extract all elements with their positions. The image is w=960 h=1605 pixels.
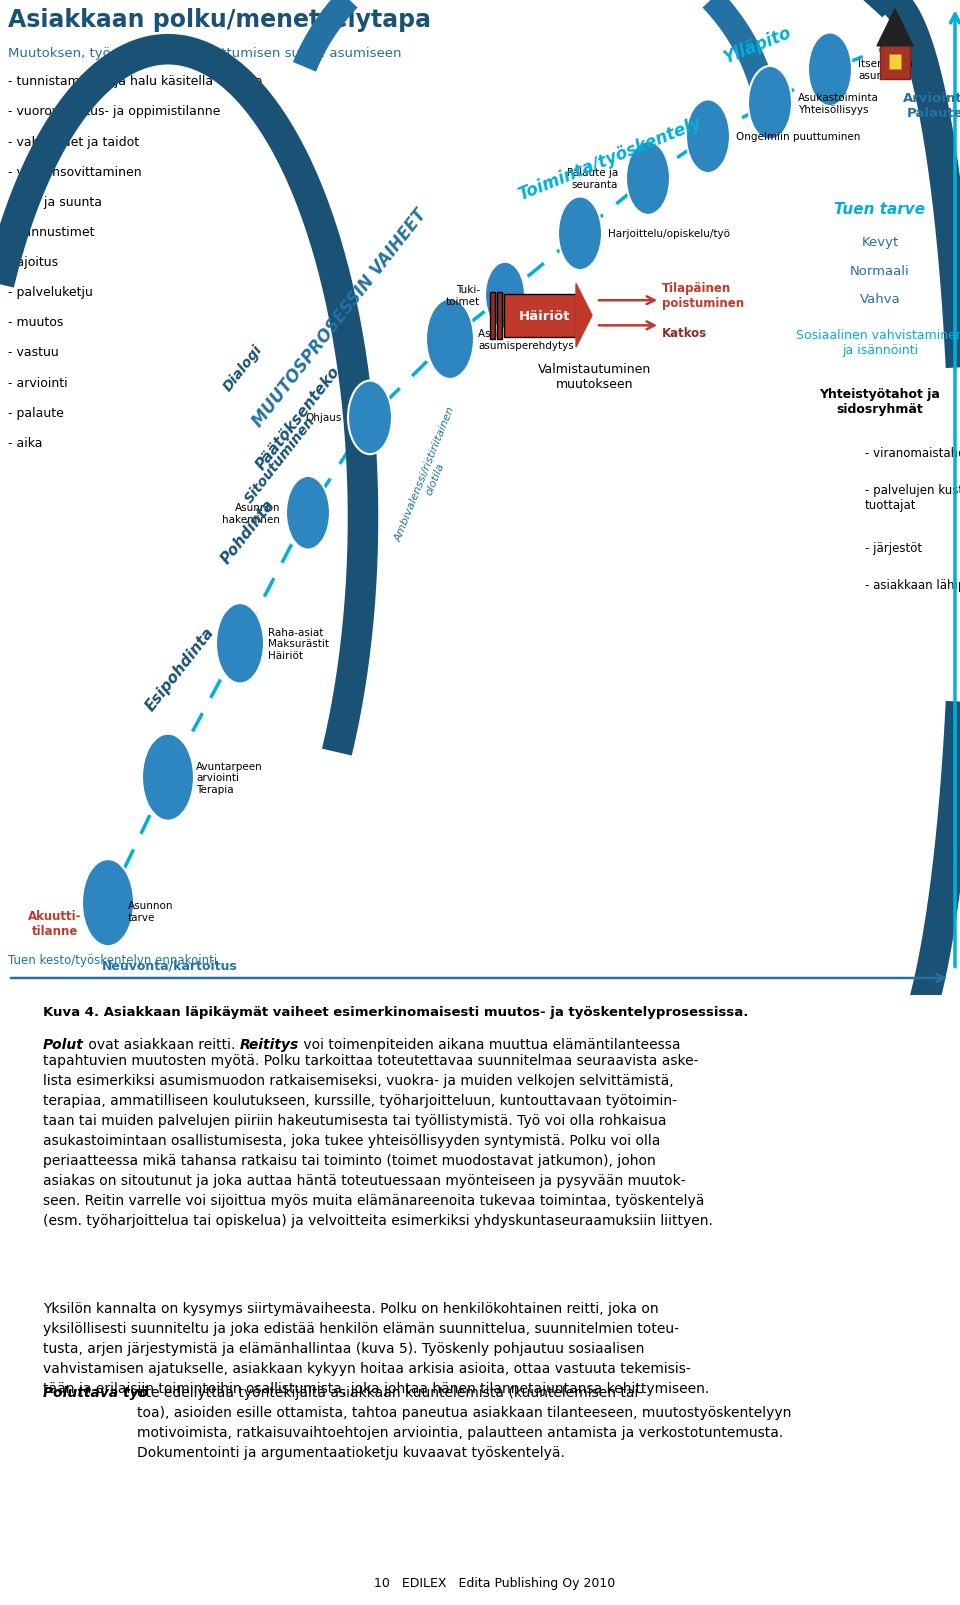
Text: Asiakkaan polku/menettelytapa: Asiakkaan polku/menettelytapa xyxy=(8,8,431,32)
Text: - muutos: - muutos xyxy=(8,316,63,329)
Text: Avuntarpeen
arviointi
Terapia: Avuntarpeen arviointi Terapia xyxy=(196,761,263,794)
FancyBboxPatch shape xyxy=(889,55,901,71)
Text: voi toimenpiteiden aikana muuttua elämäntilanteessa: voi toimenpiteiden aikana muuttua elämän… xyxy=(300,1037,681,1051)
Text: ovat asiakkaan reitti.: ovat asiakkaan reitti. xyxy=(84,1037,240,1051)
Text: - ajoitus: - ajoitus xyxy=(8,255,59,270)
Text: Sitoutuminen: Sitoutuminen xyxy=(242,414,318,506)
Text: - tunnistaminen  ja halu käsitellä  asioita: - tunnistaminen ja halu käsitellä asioit… xyxy=(8,75,263,88)
Polygon shape xyxy=(576,284,592,348)
Circle shape xyxy=(426,300,474,380)
Text: - palveluketju: - palveluketju xyxy=(8,286,93,299)
Text: Harjoittelu/opiskelu/työ: Harjoittelu/opiskelu/työ xyxy=(608,230,730,239)
Text: - aika: - aika xyxy=(8,437,42,449)
Text: Tuen kesto/työskentelyn ennakointi: Tuen kesto/työskentelyn ennakointi xyxy=(8,953,217,966)
Text: - järjestöt: - järjestöt xyxy=(865,542,923,555)
Text: Valmistautuminen
muutokseen: Valmistautuminen muutokseen xyxy=(539,363,652,390)
Text: Ongelmiin puuttuminen: Ongelmiin puuttuminen xyxy=(736,132,860,143)
Text: Kuva 4. Asiakkaan läpikäymät vaiheet esimerkinomaisesti muutos- ja työskentelypr: Kuva 4. Asiakkaan läpikäymät vaiheet esi… xyxy=(43,1005,749,1018)
Text: Ambivalenssi/ristiriitainen
olotila: Ambivalenssi/ristiriitainen olotila xyxy=(393,406,468,547)
Circle shape xyxy=(558,197,602,271)
Text: Ohjaus: Ohjaus xyxy=(305,412,342,424)
Text: Häiriöt: Häiriöt xyxy=(518,310,569,323)
Text: Päätöksenteko: Päätöksenteko xyxy=(253,364,343,472)
Circle shape xyxy=(142,733,194,822)
Text: - tuki ja suunta: - tuki ja suunta xyxy=(8,196,102,209)
Circle shape xyxy=(748,67,792,141)
Text: Esipohdinta: Esipohdinta xyxy=(143,624,217,714)
Text: - vahvuudet ja taidot: - vahvuudet ja taidot xyxy=(8,135,139,148)
Text: Sosiaalinen vahvistaminen
ja isännöinti: Sosiaalinen vahvistaminen ja isännöinti xyxy=(796,329,960,356)
Text: Asunnon
hakeminen: Asunnon hakeminen xyxy=(222,502,280,525)
Text: - vuorovaikutus- ja oppimistilanne: - vuorovaikutus- ja oppimistilanne xyxy=(8,106,221,119)
Text: - asiakkaan lähipiiri: - asiakkaan lähipiiri xyxy=(865,579,960,592)
Text: Poluttava työ: Poluttava työ xyxy=(43,1385,149,1400)
Text: Asunnon
tarve: Asunnon tarve xyxy=(128,900,174,923)
Text: Normaali: Normaali xyxy=(851,265,910,278)
Text: - palaute: - palaute xyxy=(8,406,64,419)
Text: tapahtuvien muutosten myötä. Polku tarkoittaa toteutettavaa suunnitelmaa seuraav: tapahtuvien muutosten myötä. Polku tarko… xyxy=(43,1053,713,1228)
Text: - yhteensovittaminen: - yhteensovittaminen xyxy=(8,165,142,178)
Text: Toiminta/työskentely: Toiminta/työskentely xyxy=(516,114,705,204)
Text: - vastuu: - vastuu xyxy=(8,347,59,360)
Circle shape xyxy=(216,603,264,684)
Text: Palaute ja
seuranta: Palaute ja seuranta xyxy=(566,169,618,189)
Text: Raha-asiat
Maksurästit
Häiriöt: Raha-asiat Maksurästit Häiriöt xyxy=(268,628,329,661)
FancyBboxPatch shape xyxy=(497,292,502,340)
Circle shape xyxy=(485,263,525,329)
Text: 10   EDILEX   Edita Publishing Oy 2010: 10 EDILEX Edita Publishing Oy 2010 xyxy=(373,1576,615,1589)
Polygon shape xyxy=(877,10,913,47)
Text: - viranomaistahot: - viranomaistahot xyxy=(865,446,960,459)
Text: Yksilön kannalta on kysymys siirtymävaiheesta. Polku on henkilökohtainen reitti,: Yksilön kannalta on kysymys siirtymävaih… xyxy=(43,1302,714,1395)
Text: Asunnon saaminen,
asumisperehdytys: Asunnon saaminen, asumisperehdytys xyxy=(478,329,581,350)
Circle shape xyxy=(686,101,730,173)
FancyBboxPatch shape xyxy=(504,294,576,337)
Circle shape xyxy=(348,382,392,454)
Circle shape xyxy=(626,143,670,215)
Text: Akuutti-
tilanne: Akuutti- tilanne xyxy=(28,908,82,937)
Circle shape xyxy=(808,34,852,108)
Text: Asukastoiminta
Yhteisöllisyys: Asukastoiminta Yhteisöllisyys xyxy=(798,93,878,114)
Text: Polut: Polut xyxy=(43,1037,84,1051)
Circle shape xyxy=(82,860,134,947)
Text: Kevyt: Kevyt xyxy=(861,236,899,249)
Text: ote edellyttää työntekijältä asiakkaan kuuntelemista (kuuntelemisen tai-
toa), a: ote edellyttää työntekijältä asiakkaan k… xyxy=(136,1385,791,1459)
Text: Katkos: Katkos xyxy=(662,326,708,339)
Text: Tilapäinen
poistuminen: Tilapäinen poistuminen xyxy=(662,282,744,310)
Circle shape xyxy=(286,477,330,551)
Text: Ylläpito: Ylläpito xyxy=(721,24,795,67)
Text: Tuen tarve: Tuen tarve xyxy=(834,202,925,217)
Text: Arviointi
Palaute: Arviointi Palaute xyxy=(902,91,960,120)
Text: Itsenäinen
asuminen: Itsenäinen asuminen xyxy=(858,59,913,80)
Text: Reititys: Reititys xyxy=(240,1037,300,1051)
Text: Tuki-
toimet: Tuki- toimet xyxy=(445,286,480,307)
Text: MUUTOSPROSESSIN VAIHEET: MUUTOSPROSESSIN VAIHEET xyxy=(250,205,431,430)
Text: Muutoksen, työskentelyn ja puuttumisen suhde asumiseen: Muutoksen, työskentelyn ja puuttumisen s… xyxy=(8,47,401,59)
Text: Neuvonta/kartoitus: Neuvonta/kartoitus xyxy=(102,958,238,971)
Text: - kannustimet: - kannustimet xyxy=(8,226,94,239)
Text: Pohdinta: Pohdinta xyxy=(218,498,277,567)
Text: Vahva: Vahva xyxy=(859,292,900,307)
FancyBboxPatch shape xyxy=(490,292,495,340)
Text: Dialogi: Dialogi xyxy=(221,342,265,393)
Text: - arviointi: - arviointi xyxy=(8,376,67,390)
Text: - palvelujen kustantajat ja
tuottajat: - palvelujen kustantajat ja tuottajat xyxy=(865,483,960,512)
FancyBboxPatch shape xyxy=(880,43,910,80)
Text: Yhteistyötahot ja
sidosryhmät: Yhteistyötahot ja sidosryhmät xyxy=(820,387,941,416)
